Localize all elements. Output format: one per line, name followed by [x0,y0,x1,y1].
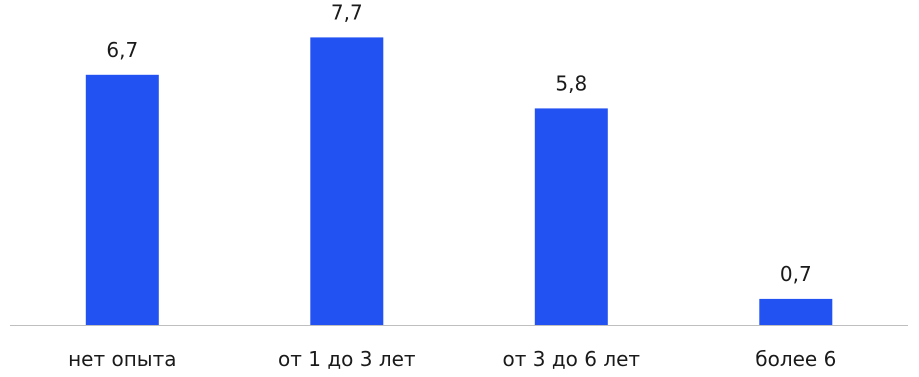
data-label: 5,8 [555,71,587,95]
x-tick-label: от 3 до 6 лет [503,347,641,371]
data-label: 7,7 [331,0,363,24]
category-labels-group: нет опыта от 1 до 3 лет от 3 до 6 лет более… [68,347,836,371]
bar [759,298,833,325]
x-tick-label: от 1 до 3 лет [278,347,416,371]
value-labels-group: 6,7 7,7 5,8 0,7 [106,0,812,286]
x-tick-label: более 6 [755,347,836,371]
bar [85,74,159,325]
bar [310,37,384,326]
bar [534,108,608,326]
x-tick-label: нет опыта [68,347,176,371]
data-label: 0,7 [780,262,812,286]
data-label: 6,7 [106,38,138,62]
bars-group [85,37,833,326]
